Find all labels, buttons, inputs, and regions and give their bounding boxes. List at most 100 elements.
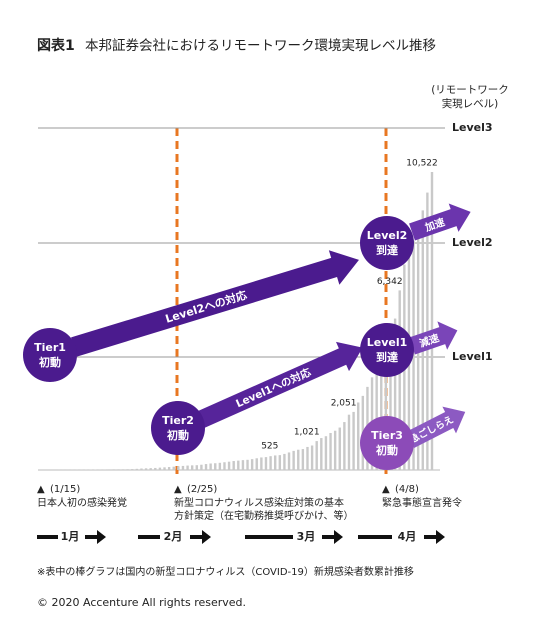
stage-circle	[23, 328, 77, 382]
arrow-shape	[71, 250, 359, 357]
bar	[255, 458, 258, 470]
arrow: 減速	[409, 321, 458, 355]
copyright: © 2020 Accenture All rights reserved.	[37, 596, 246, 609]
bar	[158, 467, 162, 470]
bar	[301, 449, 305, 470]
value-label: 2,051	[331, 398, 357, 408]
timeline-arrow	[190, 530, 211, 544]
bar	[117, 469, 120, 470]
bar	[126, 469, 129, 470]
bar	[190, 465, 194, 470]
timeline-arrow	[322, 530, 343, 544]
bar	[186, 465, 189, 470]
bar	[329, 432, 332, 470]
bar	[357, 402, 360, 470]
event-text: 日本人初の感染発覚	[37, 496, 127, 509]
bar	[278, 455, 282, 470]
event-marker: ▲	[174, 484, 182, 495]
month-label: 1月	[61, 530, 80, 543]
event-text: 方針策定（在宅勤務推奨呼びかけ、等）	[174, 509, 354, 522]
stage-label: 初動	[167, 428, 189, 442]
value-label: 525	[261, 442, 278, 452]
value-label: 1,021	[294, 428, 320, 438]
title-label: 図表1	[37, 37, 75, 54]
bar	[260, 457, 263, 470]
bar	[241, 460, 245, 470]
bar	[389, 334, 392, 470]
bar	[250, 459, 254, 470]
stage-label: Level2	[367, 229, 408, 242]
arrow-shape	[409, 321, 458, 355]
bar	[292, 450, 295, 470]
arrow: Level2への対応	[71, 250, 359, 357]
bar	[306, 446, 309, 470]
event-marker: ▲	[382, 484, 390, 495]
chart-title: 本邦証券会社におけるリモートワーク環境実現レベル推移	[85, 38, 436, 54]
bar	[264, 457, 268, 470]
stage-label: Tier2	[162, 414, 194, 427]
bar	[172, 466, 175, 470]
bar	[154, 467, 157, 470]
bar	[384, 349, 388, 470]
bar	[149, 468, 152, 470]
bar	[163, 467, 166, 470]
bar	[140, 468, 143, 470]
bar	[98, 469, 102, 470]
bar	[347, 414, 351, 470]
bar	[181, 465, 185, 470]
bar	[195, 465, 198, 470]
level-label: Level1	[452, 350, 493, 363]
month-label: 2月	[164, 530, 183, 543]
bar	[218, 462, 222, 470]
bar	[324, 436, 328, 470]
timeline-arrow	[85, 530, 106, 544]
bar	[112, 469, 115, 470]
stage-label: Tier3	[371, 429, 403, 442]
bar	[232, 461, 235, 470]
arrow-shape	[405, 406, 466, 449]
bar	[297, 449, 300, 470]
bar	[412, 240, 415, 470]
bar	[269, 456, 272, 470]
event-marker: ▲	[37, 484, 45, 495]
bar	[343, 422, 346, 470]
month-label: 3月	[297, 530, 316, 543]
level-label: Level2	[452, 236, 493, 249]
bar	[430, 172, 434, 470]
value-label: 10,522	[406, 159, 438, 169]
footnote: ※表中の棒グラフは国内の新型コロナウィルス（COVID-19）新規感染者数累計推…	[37, 565, 414, 578]
bar	[315, 441, 318, 470]
bar	[131, 469, 134, 470]
event-text: 緊急事態宣言発令	[382, 496, 462, 509]
event-date: (2/25)	[187, 484, 217, 495]
level-label: Level3	[452, 121, 493, 134]
stage-circle	[151, 401, 205, 455]
bar	[333, 430, 337, 470]
stage-label: Tier1	[34, 341, 66, 354]
bar	[246, 459, 249, 470]
bar	[352, 411, 355, 470]
stage-label: 初動	[376, 443, 398, 457]
timeline-arrow	[424, 530, 445, 544]
bar	[144, 468, 148, 470]
bar	[214, 463, 217, 470]
arrow: Level1への対応	[196, 341, 363, 429]
bar	[200, 464, 203, 470]
bar	[135, 468, 139, 470]
stage-label: 初動	[39, 355, 61, 369]
stage-circle	[360, 216, 414, 270]
bar	[393, 318, 397, 470]
stage-label: Level1	[367, 336, 408, 349]
bar	[107, 469, 111, 470]
event-date: (4/8)	[395, 484, 419, 495]
stage-circle	[360, 323, 414, 377]
bar	[287, 452, 291, 470]
arrow-shape	[196, 341, 363, 429]
month-label: 4月	[398, 530, 417, 543]
bar	[380, 359, 383, 470]
bar	[177, 466, 180, 470]
bar	[121, 469, 125, 470]
arrow-label: Level1への対応	[234, 365, 313, 410]
stage-label: 到達	[376, 243, 398, 257]
